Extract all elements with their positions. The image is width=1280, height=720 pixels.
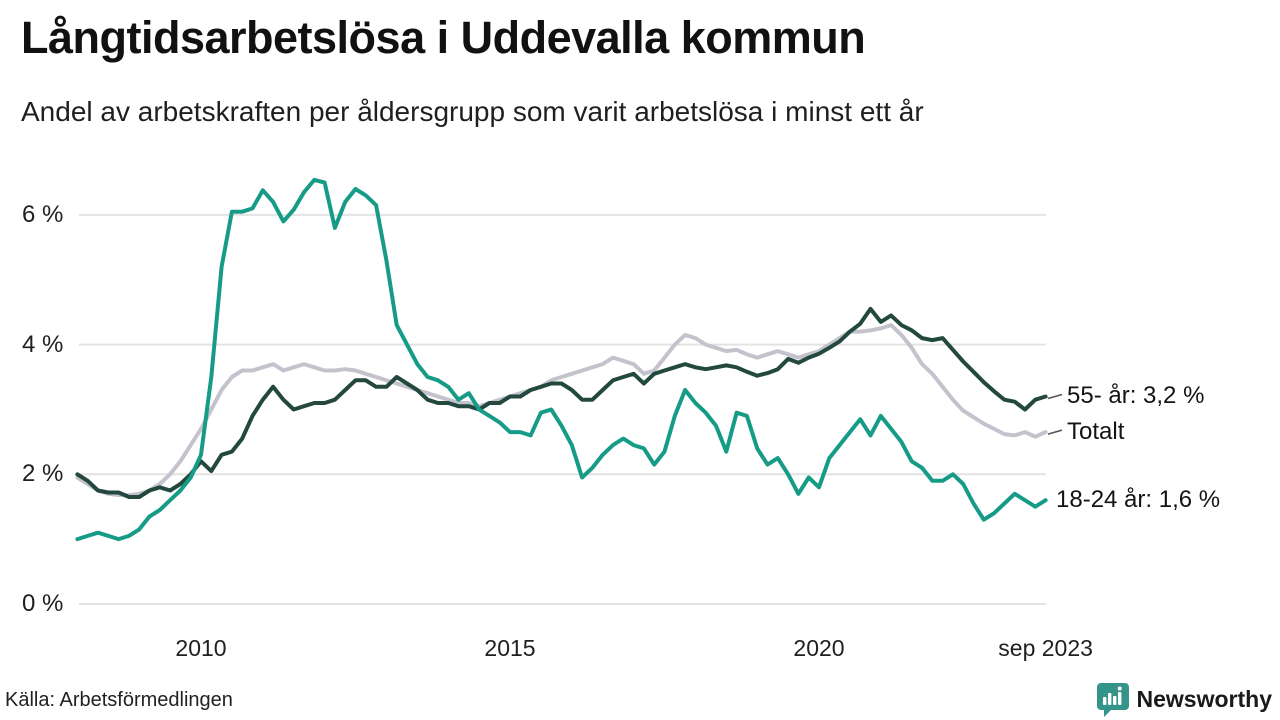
series-end-label: 55- år: 3,2 % — [1067, 382, 1205, 410]
x-tick-label: sep 2023 — [998, 635, 1093, 661]
y-tick-label: 2 % — [22, 460, 64, 488]
label-leader-tick — [1047, 429, 1063, 435]
label-leader-tick — [1047, 393, 1063, 400]
series-line-55-r — [75, 306, 1048, 499]
series-line-18-24r — [75, 177, 1048, 542]
x-tick-label: 2010 — [175, 635, 227, 661]
source-note: Källa: Arbetsförmedlingen — [5, 689, 233, 711]
page-title: Långtidsarbetslösa i Uddevalla kommun — [21, 12, 866, 63]
x-tick-label: 2015 — [484, 635, 536, 661]
y-tick-label: 6 % — [22, 200, 64, 228]
newsworthy-logo: Newsworthy — [1096, 682, 1272, 717]
y-tick-label: 0 % — [22, 590, 64, 617]
y-tick-label: 4 % — [22, 330, 64, 358]
series-end-label: 18-24 år: 1,6 % — [1056, 486, 1221, 514]
newsworthy-wordmark: Newsworthy — [1136, 686, 1272, 712]
series-line-totalt — [75, 323, 1048, 498]
bar-chart-speech-bubble-icon — [1096, 683, 1129, 717]
series-end-label: Totalt — [1067, 418, 1125, 446]
x-tick-label: 2020 — [793, 635, 845, 661]
page-subtitle: Andel av arbetskraften per åldersgrupp s… — [21, 96, 924, 127]
